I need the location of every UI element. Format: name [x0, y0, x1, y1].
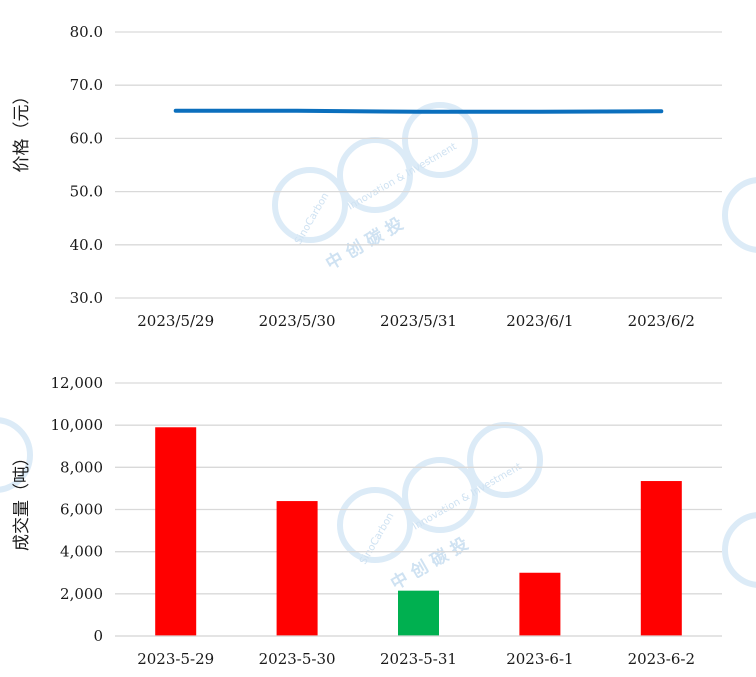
watermark-ring [402, 102, 478, 178]
watermark-ring [722, 177, 756, 253]
price-line-chart: 30.040.050.060.070.080.0 2023/5/29 2023/5… [12, 23, 722, 330]
watermark-ring [272, 167, 348, 243]
y-tick-label: 50.0 [70, 183, 103, 201]
watermark-ring [0, 417, 33, 493]
volume-bar-chart: 0 2,000 4,000 6,000 8,000 10,000 12,000 2023-5… [12, 374, 722, 668]
y-tick-label: 60.0 [70, 129, 103, 147]
price-series [173, 108, 664, 114]
volume-bar [640, 481, 682, 636]
watermark-ring [402, 457, 478, 533]
volume-bar [276, 501, 318, 636]
y-tick-label: 10,000 [51, 416, 104, 434]
y-tick-label: 4,000 [60, 543, 103, 561]
watermark-emblem [0, 417, 33, 493]
y-tick-label: 12,000 [51, 374, 104, 392]
price-gridlines [115, 31, 722, 299]
price-line [173, 108, 664, 114]
x-tick-label: 2023/5/30 [259, 312, 336, 330]
y-tick-label: 0 [93, 627, 103, 645]
x-tick-label: 2023/6/2 [628, 312, 695, 330]
y-tick-label: 70.0 [70, 76, 103, 94]
watermark-cn: 中 创 碳 投 [322, 213, 407, 274]
volume-y-axis-ticks: 0 2,000 4,000 6,000 8,000 10,000 12,000 [51, 374, 104, 645]
y-tick-label: 2,000 [60, 585, 103, 603]
price-x-axis-ticks: 2023/5/29 2023/5/30 2023/5/31 2023/6/1 2023/… [137, 312, 695, 330]
y-tick-label: 30.0 [70, 289, 103, 307]
x-tick-label: 2023-6-1 [506, 650, 573, 668]
x-tick-label: 2023-6-2 [628, 650, 695, 668]
y-tick-label: 8,000 [60, 458, 103, 476]
x-tick-label: 2023/6/1 [506, 312, 573, 330]
watermark-ring [337, 137, 413, 213]
volume-y-axis-label: 成交量（吨） [12, 449, 32, 551]
volume-bar [519, 572, 561, 636]
watermark-ring [722, 512, 756, 588]
x-tick-label: 2023-5-29 [137, 650, 214, 668]
volume-bar [398, 590, 439, 636]
volume-x-axis-ticks: 2023-5-29 2023-5-30 2023-5-31 2023-6-1 2023-… [137, 650, 695, 668]
volume-series [115, 427, 722, 637]
y-tick-label: 80.0 [70, 23, 103, 41]
x-tick-label: 2023-5-31 [380, 650, 457, 668]
x-tick-label: 2023-5-30 [259, 650, 336, 668]
price-y-axis-label: 价格（元） [12, 88, 32, 173]
watermark-ring [337, 487, 413, 563]
watermark-emblem [722, 512, 756, 588]
volume-bar [155, 427, 197, 636]
watermark-cn: 中 创 碳 投 [387, 533, 472, 594]
price-y-axis-ticks: 30.0 40.0 50.0 60.0 70.0 80.0 [70, 23, 103, 307]
x-tick-label: 2023/5/29 [137, 312, 214, 330]
watermark-emblem [722, 177, 756, 253]
x-tick-label: 2023/5/31 [380, 312, 457, 330]
y-tick-label: 40.0 [70, 236, 103, 254]
y-tick-label: 6,000 [60, 501, 103, 519]
